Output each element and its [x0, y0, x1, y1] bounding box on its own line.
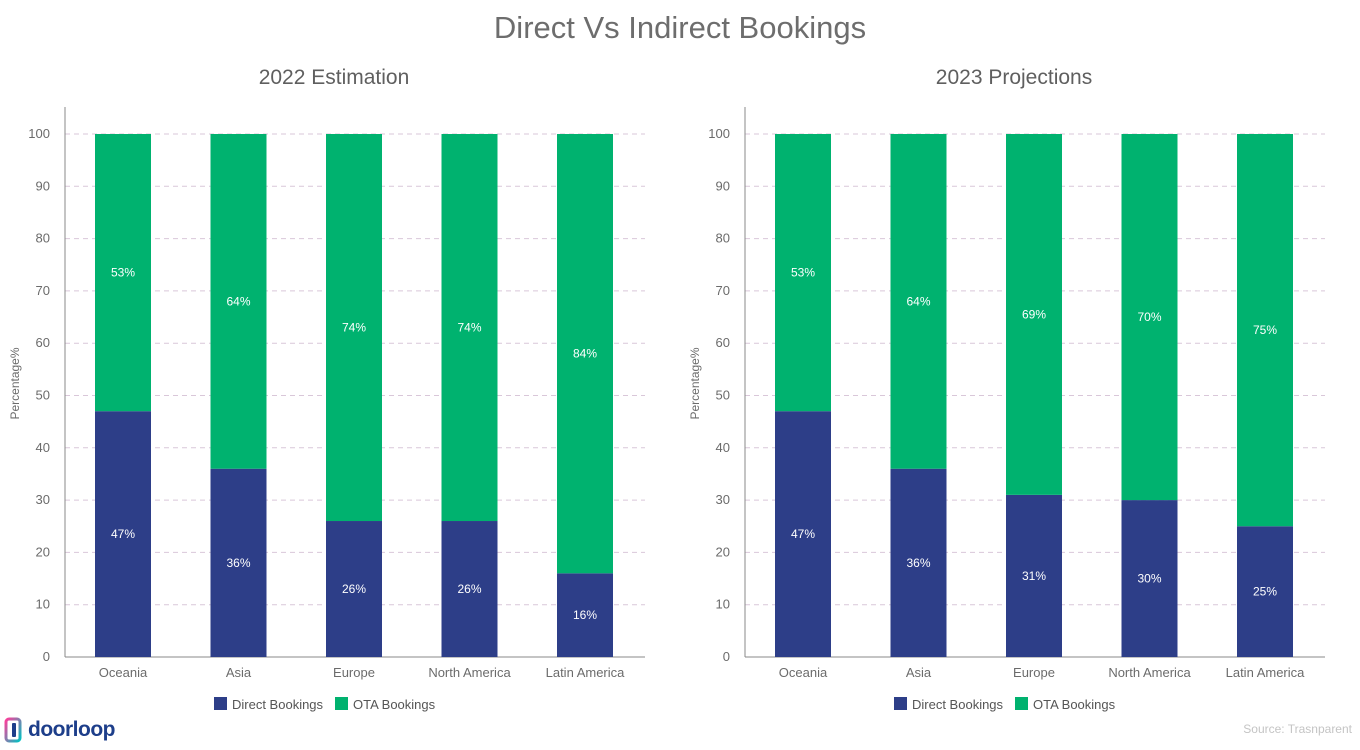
x-category-label: Oceania — [99, 665, 148, 680]
y-tick-label: 40 — [716, 440, 730, 455]
bar-value-label: 30% — [1137, 572, 1161, 586]
chart-2022-estimation: 2022 Estimation 0 10 20 30 40 50 60 70 80 90 100 Per… — [8, 66, 645, 712]
bar-ota-bookings — [557, 134, 613, 574]
legend-swatch-direct — [894, 697, 907, 710]
y-tick-label: 0 — [43, 649, 50, 664]
y-tick-label: 80 — [716, 231, 730, 246]
bar-value-label: 36% — [906, 556, 930, 570]
bar-value-label: 47% — [791, 527, 815, 541]
x-category-label: North America — [1108, 665, 1191, 680]
bar-value-label: 69% — [1022, 307, 1046, 321]
bar-ota-bookings — [95, 134, 151, 412]
y-tick-label: 50 — [716, 388, 730, 403]
x-category-label: Europe — [333, 665, 375, 680]
bar-direct-bookings — [890, 468, 947, 657]
y-tick-label: 80 — [36, 231, 50, 246]
bar-ota-bookings — [1237, 134, 1293, 527]
bar-value-label: 25% — [1253, 585, 1277, 599]
y-tick-label: 60 — [36, 335, 50, 350]
bar-value-label: 36% — [226, 556, 250, 570]
legend-label-ota: OTA Bookings — [353, 697, 436, 712]
bar-value-label: 47% — [111, 527, 135, 541]
y-tick-label: 90 — [36, 178, 50, 193]
bar-value-label: 16% — [573, 608, 597, 622]
y-tick-label: 70 — [36, 283, 50, 298]
bar-direct-bookings — [775, 411, 831, 657]
bar-value-label: 26% — [342, 582, 366, 596]
y-tick-label: 60 — [716, 335, 730, 350]
x-category-label: Asia — [906, 665, 932, 680]
y-tick-label: 10 — [716, 597, 730, 612]
y-tick-label: 30 — [36, 492, 50, 507]
y-tick-label: 20 — [716, 544, 730, 559]
chart-subtitle: 2023 Projections — [936, 66, 1092, 89]
bar-value-label: 70% — [1137, 310, 1161, 324]
chart-subtitle: 2022 Estimation — [259, 66, 410, 89]
y-tick-label: 10 — [36, 597, 50, 612]
bar-direct-bookings — [1237, 526, 1293, 657]
bar-value-label: 75% — [1253, 323, 1277, 337]
bar-value-label: 26% — [457, 582, 481, 596]
legend-swatch-ota — [335, 697, 348, 710]
bar-direct-bookings — [1006, 494, 1062, 657]
legend-swatch-direct — [214, 697, 227, 710]
bar-value-label: 84% — [573, 347, 597, 361]
bar-value-label: 31% — [1022, 569, 1046, 583]
x-category-label: Asia — [226, 665, 252, 680]
bar-ota-bookings — [775, 134, 831, 412]
bar-ota-bookings — [1121, 134, 1178, 501]
bar-direct-bookings — [326, 521, 382, 657]
legend-swatch-ota — [1015, 697, 1028, 710]
bar-ota-bookings — [890, 134, 947, 469]
brand-logo: doorloop — [4, 716, 115, 744]
doorloop-logo-icon — [4, 717, 22, 743]
y-axis-label: Percentage% — [688, 347, 702, 419]
bar-ota-bookings — [1006, 134, 1062, 495]
bar-direct-bookings — [95, 411, 151, 657]
source-note: Source: Trasnparent — [1243, 722, 1352, 736]
bar-value-label: 64% — [226, 294, 250, 308]
x-category-label: Latin America — [546, 665, 626, 680]
legend-label-direct: Direct Bookings — [912, 697, 1004, 712]
bar-ota-bookings — [441, 134, 498, 522]
legend-label-direct: Direct Bookings — [232, 697, 324, 712]
bar-value-label: 74% — [342, 321, 366, 335]
y-tick-label: 0 — [723, 649, 730, 664]
bar-direct-bookings — [441, 521, 498, 657]
y-tick-label: 20 — [36, 544, 50, 559]
y-tick-label: 100 — [28, 126, 50, 141]
legend-label-ota: OTA Bookings — [1033, 697, 1116, 712]
x-category-label: Oceania — [779, 665, 828, 680]
bar-direct-bookings — [210, 468, 267, 657]
x-category-label: Europe — [1013, 665, 1055, 680]
x-category-label: Latin America — [1226, 665, 1306, 680]
y-tick-label: 90 — [716, 178, 730, 193]
x-category-label: North America — [428, 665, 511, 680]
bar-value-label: 53% — [791, 266, 815, 280]
chart-2023-projections: 2023 Projections 0 10 20 30 40 50 60 70 80 90 100 Pe… — [688, 66, 1325, 712]
brand-name: doorloop — [28, 718, 115, 741]
bar-ota-bookings — [210, 134, 267, 469]
bar-value-label: 53% — [111, 266, 135, 280]
page-title: Direct Vs Indirect Bookings — [493, 10, 867, 45]
y-tick-label: 30 — [716, 492, 730, 507]
bar-value-label: 74% — [457, 321, 481, 335]
y-axis-label: Percentage% — [8, 347, 22, 419]
y-tick-label: 40 — [36, 440, 50, 455]
bar-direct-bookings — [1121, 500, 1178, 657]
bar-ota-bookings — [326, 134, 382, 522]
y-tick-label: 50 — [36, 388, 50, 403]
bar-direct-bookings — [557, 573, 613, 657]
bar-value-label: 64% — [906, 294, 930, 308]
y-tick-label: 70 — [716, 283, 730, 298]
y-tick-label: 100 — [708, 126, 730, 141]
